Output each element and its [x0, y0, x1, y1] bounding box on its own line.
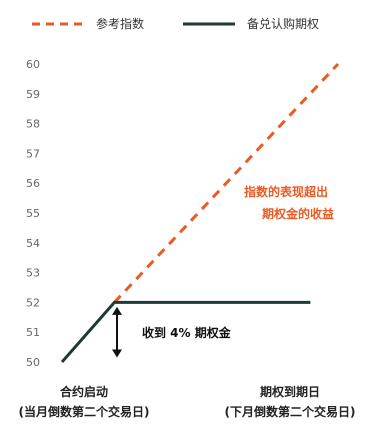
x-label-end-line1: 期权到期日	[260, 384, 320, 399]
y-tick-label: 60	[26, 58, 40, 71]
x-label-start-line1: 合约启动	[60, 384, 108, 399]
series-call-line	[60, 300, 311, 363]
premium-arrow-head-down	[112, 349, 122, 358]
legend-call-label: 备兑认购期权	[247, 16, 319, 31]
y-tick-label: 52	[26, 296, 40, 309]
y-tick-label: 59	[26, 88, 40, 101]
y-axis-ticks: 50 51 52 53 54 55 56 57 58 59 60	[26, 58, 40, 369]
y-tick-label: 53	[26, 267, 40, 280]
legend-reference-label: 参考指数	[96, 16, 144, 31]
annotation-premium: 收到 4% 期权金	[142, 325, 232, 340]
y-tick-label: 56	[26, 177, 40, 190]
x-label-start-line2: (当月倒数第二个交易日)	[19, 404, 150, 419]
x-label-end-line2: (下月倒数第二个交易日)	[225, 404, 356, 419]
y-tick-label: 50	[26, 356, 40, 369]
annotation-excess-line2: 期权金的收益	[262, 206, 334, 221]
annotation-excess-line1: 指数的表现超出	[244, 184, 328, 199]
y-tick-label: 54	[26, 237, 40, 250]
y-tick-label: 58	[26, 118, 40, 131]
premium-arrow	[112, 306, 122, 358]
series-layer	[60, 62, 340, 363]
premium-arrow-head-up	[112, 306, 122, 315]
series-reference-line	[113, 62, 340, 304]
y-tick-label: 57	[26, 147, 40, 160]
y-tick-label: 51	[26, 326, 40, 339]
y-tick-label: 55	[26, 207, 40, 220]
legend: 参考指数 备兑认购期权	[32, 16, 319, 31]
